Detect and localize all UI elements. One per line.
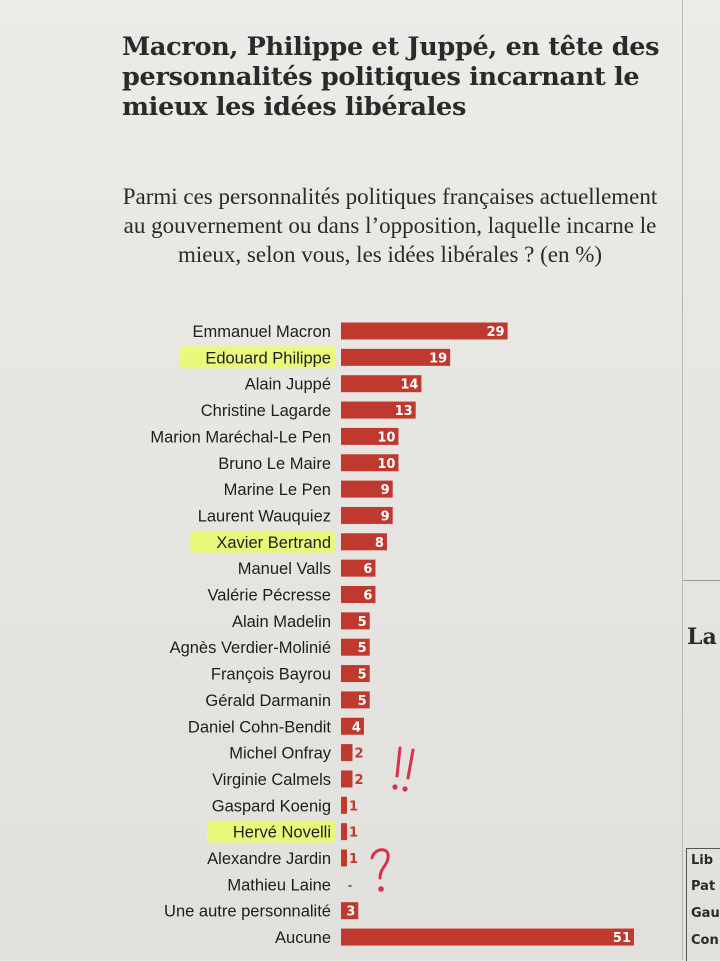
- highlighter-mark: [179, 346, 335, 369]
- handwritten-annotations: [370, 746, 415, 892]
- bar-value-label: 6: [363, 589, 372, 604]
- category-label: Hervé Novelli: [233, 824, 331, 842]
- category-label: Aucune: [275, 929, 331, 947]
- bar-value-label: 1: [349, 799, 358, 814]
- bar: [341, 559, 376, 577]
- adjacent-column-rule: [683, 580, 720, 581]
- category-label: Alexandre Jardin: [207, 850, 331, 868]
- category-label: Marine Le Pen: [224, 481, 331, 499]
- category-label: Bruno Le Maire: [218, 455, 331, 473]
- bar-value-label: 13: [395, 404, 413, 419]
- highlighter-mark: [206, 820, 335, 843]
- category-label: Agnès Verdier-Molinié: [170, 639, 331, 657]
- adjacent-table-cell: Lib: [691, 853, 714, 868]
- category-label: Virginie Calmels: [212, 771, 331, 789]
- category-label: Marion Maréchal-Le Pen: [150, 428, 331, 446]
- bar: [341, 691, 370, 709]
- bar: [341, 928, 634, 946]
- bar: [341, 480, 393, 498]
- category-label: Michel Onfray: [229, 745, 332, 763]
- bar: [341, 796, 347, 814]
- bar-value-label: 2: [354, 773, 363, 788]
- bar: [341, 506, 393, 524]
- adjacent-table-frame: [686, 848, 720, 961]
- category-label: Une autre personnalité: [164, 903, 331, 921]
- bar-value-label: 5: [358, 694, 367, 709]
- bar: [341, 427, 399, 445]
- adjacent-article-heading: La: [687, 624, 717, 650]
- category-label: Valérie Pécresse: [207, 587, 331, 605]
- bar: [341, 612, 370, 630]
- adjacent-table-cell: Gau: [691, 906, 720, 921]
- bar-value-label: 8: [375, 536, 384, 551]
- adjacent-table-cell: Pat: [691, 879, 716, 894]
- bar: [341, 533, 387, 551]
- bar: [341, 638, 370, 656]
- highlighter-mark: [190, 530, 335, 553]
- bar-value-label: 1: [349, 852, 358, 867]
- bar: [341, 902, 359, 920]
- chart-subtitle: Parmi ces personnalités politiques franç…: [122, 184, 658, 267]
- bar-value-label: 2: [354, 747, 363, 762]
- bar: [341, 770, 353, 788]
- bar: [341, 849, 347, 867]
- adjacent-table-cell: Con: [691, 933, 719, 948]
- ink-exclamation-dot-2: [402, 786, 408, 792]
- bar: [341, 665, 370, 683]
- ink-question-dot: [378, 886, 384, 892]
- bar-value-label: 10: [377, 430, 395, 445]
- bar: [341, 401, 416, 419]
- bar: [341, 744, 353, 762]
- category-label: Christine Lagarde: [201, 402, 331, 420]
- bar: [341, 375, 422, 393]
- bar-value-label: 5: [358, 641, 367, 656]
- bar: [341, 717, 364, 735]
- bar-value-label: 5: [358, 615, 367, 630]
- ink-exclamation-stroke-1: [395, 746, 402, 778]
- chart-title: Macron, Philippe et Juppé, en tête des p…: [122, 32, 660, 122]
- category-label: Xavier Bertrand: [216, 534, 331, 552]
- category-label: Daniel Cohn-Bendit: [188, 718, 332, 736]
- bar: [341, 322, 508, 340]
- bar: [341, 823, 347, 841]
- ink-exclamation-dot-1: [392, 784, 398, 790]
- category-labels: Emmanuel Macron Edouard Philippe Alain Jup…: [150, 323, 331, 947]
- bar-value-label: 9: [381, 509, 390, 524]
- bar: [341, 348, 451, 366]
- bar-value-label: 14: [400, 378, 418, 393]
- category-label: Mathieu Laine: [227, 876, 331, 894]
- category-label: Edouard Philippe: [205, 349, 331, 367]
- category-label: Gaspard Koenig: [212, 797, 331, 815]
- bar-value-label: 4: [352, 720, 361, 735]
- ink-exclamation-stroke-2: [406, 748, 415, 780]
- category-label: Gérald Darmanin: [205, 692, 331, 710]
- bar-value-label: 19: [429, 351, 447, 366]
- bar-value-label: -: [348, 878, 353, 893]
- category-label: Laurent Wauquiez: [198, 507, 331, 525]
- category-label: Alain Juppé: [245, 376, 331, 394]
- bar-value-label: 6: [363, 562, 372, 577]
- bar: [341, 454, 399, 472]
- bar-value-label: 51: [613, 931, 631, 946]
- category-label: Manuel Valls: [238, 560, 331, 578]
- adjacent-column: [682, 0, 720, 960]
- category-label: Alain Madelin: [232, 613, 331, 631]
- bar-value-label: 1: [349, 826, 358, 841]
- category-label: François Bayrou: [211, 666, 331, 684]
- bar-value-label: 29: [487, 325, 505, 340]
- bar: [341, 586, 376, 603]
- bars-layer: [341, 322, 634, 946]
- bar-value-label: 5: [358, 668, 367, 683]
- bar-value-label: 10: [377, 457, 395, 472]
- highlight-layer: [179, 346, 335, 843]
- category-label: Emmanuel Macron: [193, 323, 331, 341]
- bar-value-label: 3: [346, 905, 355, 920]
- ink-question-stroke: [370, 848, 390, 880]
- bar-value-label: 9: [381, 483, 390, 498]
